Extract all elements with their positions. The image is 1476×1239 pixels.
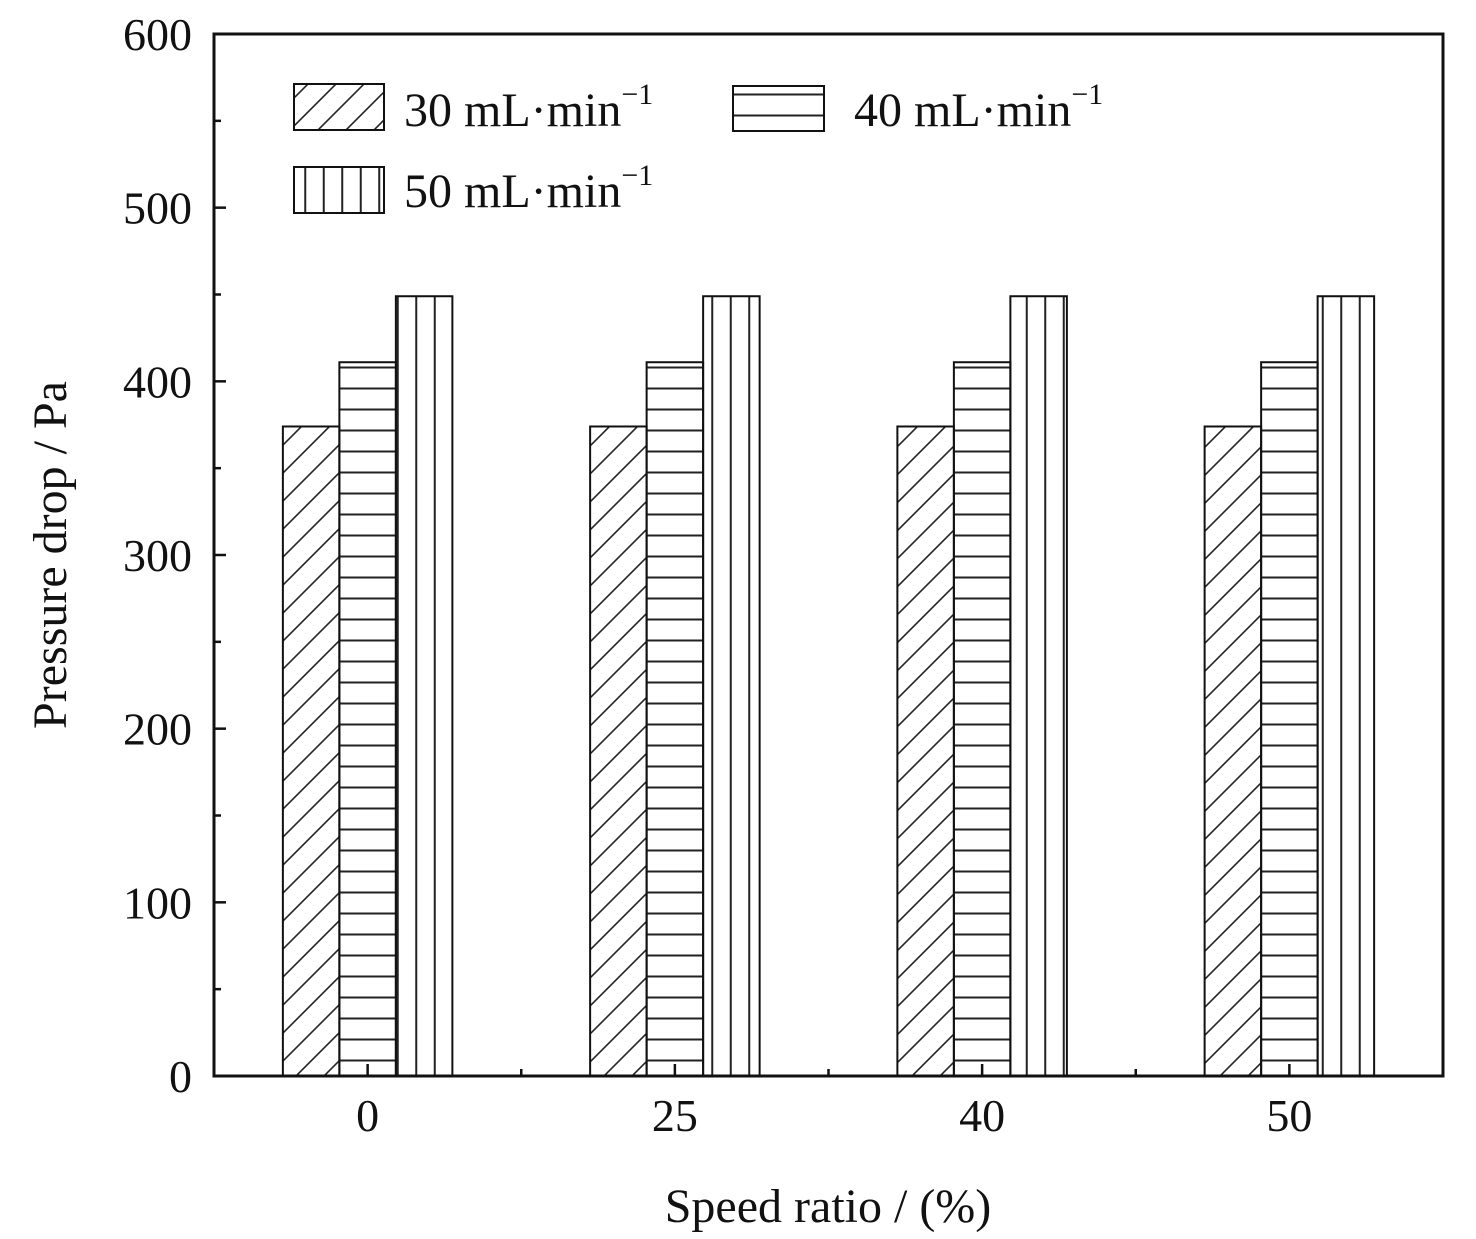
bar-3-cat-40 [1009, 295, 1068, 1077]
legend: 30 mL·min−1 40 mL·min−1 50 mL·min−1 [293, 78, 1103, 218]
bar-1-cat-25 [589, 425, 648, 1077]
legend-swatch-40 [732, 85, 825, 132]
legend-label-50: 50 mL·min−1 [404, 159, 653, 218]
y-tick-label-400: 400 [123, 356, 192, 407]
y-tick-label-0: 0 [169, 1051, 192, 1102]
x-tick-label-25: 25 [652, 1090, 698, 1141]
bar-1-cat-0 [281, 425, 341, 1077]
x-tick-label-40: 40 [959, 1090, 1005, 1141]
y-tick-label-600: 600 [123, 9, 192, 60]
bar-2-cat-25 [645, 361, 705, 1078]
x-axis-title: Speed ratio / (%) [665, 1180, 992, 1233]
y-tick-label-200: 200 [123, 704, 192, 755]
legend-label-30: 30 mL·min−1 [404, 78, 653, 137]
plot-frame [212, 32, 1445, 1078]
bar-2-cat-0 [338, 361, 397, 1078]
y-tick-label-500: 500 [123, 183, 192, 234]
bar-3-cat-50 [1316, 295, 1376, 1077]
bar-3-cat-25 [702, 295, 761, 1077]
legend-swatch-50 [293, 166, 385, 214]
y-tick-label-300: 300 [123, 530, 192, 581]
bar-1-cat-50 [1203, 425, 1263, 1077]
legend-swatch-30 [293, 83, 385, 131]
bar-2-cat-50 [1260, 361, 1319, 1078]
y-tick-label-100: 100 [123, 877, 192, 928]
bar-1-cat-40 [896, 425, 955, 1077]
y-axis-title: Pressure drop / Pa [24, 381, 77, 729]
bar-3-cat-0 [394, 295, 454, 1077]
x-tick-label-50: 50 [1266, 1090, 1312, 1141]
legend-item-50: 50 mL·min−1 [293, 159, 653, 218]
legend-item-30: 30 mL·min−1 [293, 78, 653, 137]
legend-item-40: 40 mL·min−1 [732, 78, 1103, 137]
x-tick-label-0: 0 [356, 1090, 379, 1141]
bars-layer [281, 295, 1376, 1078]
legend-label-40: 40 mL·min−1 [854, 78, 1103, 137]
bar-2-cat-40 [952, 361, 1012, 1078]
